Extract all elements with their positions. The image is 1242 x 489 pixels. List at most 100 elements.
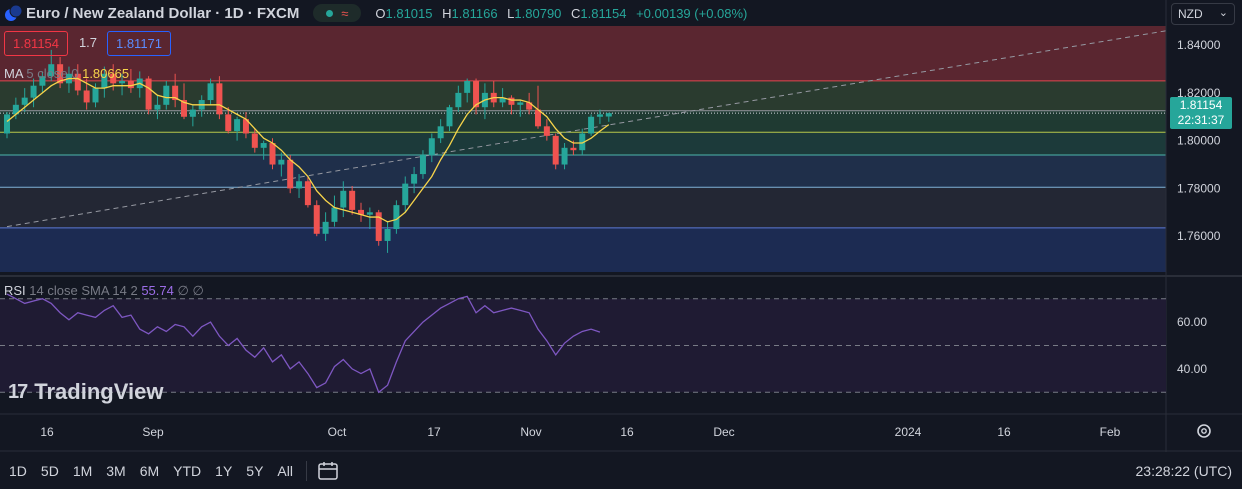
candle: [181, 100, 187, 117]
ohlc-values: O1.81015 H1.81166 L1.80790 C1.81154 +0.0…: [375, 6, 753, 21]
symbol-title[interactable]: Euro / New Zealand Dollar · 1D · FXCM: [26, 4, 300, 22]
candle: [163, 85, 170, 105]
tradingview-logo[interactable]: 17 TradingView: [8, 379, 163, 405]
candle: [358, 209, 364, 215]
rsi-tick-label-1: 40.00: [1177, 362, 1207, 376]
bottom-toolbar: 1D 5D 1M 3M 6M YTD 1Y 5Y All 23:28:22 (U…: [0, 452, 1242, 489]
rsi-legend[interactable]: RSI 14 close SMA 14 2 55.74 ∅ ∅: [4, 283, 204, 299]
candle: [127, 80, 134, 89]
candle: [313, 205, 320, 234]
timeframe-1d[interactable]: 1D: [9, 462, 27, 479]
rsi-params: 14 close SMA 14 2: [29, 283, 138, 298]
time-tick-label-4: Nov: [520, 425, 541, 439]
high-value: 1.81166: [451, 5, 498, 21]
timeframe-all[interactable]: All: [277, 462, 293, 479]
candle: [304, 181, 311, 206]
market-status-badge[interactable]: ≈: [313, 4, 362, 22]
fib-zone-5: [0, 187, 1166, 228]
rsi-extra-1: ∅: [177, 283, 189, 298]
candle: [110, 73, 117, 84]
rsi-value: 55.74: [141, 283, 174, 298]
candle: [296, 181, 303, 189]
market-open-dot-icon: [326, 9, 334, 17]
rsi-band-fill: [0, 298, 1166, 393]
candle: [30, 85, 37, 98]
candle: [216, 83, 223, 115]
price-tick-label-3: 1.78000: [1177, 181, 1221, 195]
candle: [375, 212, 382, 241]
timeframe-3m[interactable]: 3M: [106, 462, 126, 479]
candle: [74, 73, 81, 91]
rsi-line: [6, 293, 601, 394]
close-label: C: [571, 5, 581, 21]
candle: [145, 78, 152, 110]
candle: [154, 104, 161, 110]
candle: [508, 97, 515, 105]
candle: [83, 90, 90, 103]
date-range-icon[interactable]: [317, 461, 339, 481]
candle: [101, 73, 108, 89]
timeframe-5y[interactable]: 5Y: [246, 462, 264, 479]
rsi-name: RSI: [4, 283, 26, 298]
currency-select[interactable]: NZD ⌄: [1171, 3, 1235, 25]
clock-utc[interactable]: 23:28:22 (UTC): [1135, 462, 1232, 479]
candle: [579, 133, 586, 151]
price-tick-label-2: 1.80000: [1177, 134, 1221, 148]
candle: [242, 119, 249, 134]
time-tick-label-5: 16: [620, 425, 634, 439]
candle: [278, 159, 285, 165]
low-value: 1.80790: [514, 5, 562, 21]
rsi-tick-label-0: 60.00: [1177, 315, 1207, 329]
candle: [455, 92, 462, 108]
candle: [393, 205, 400, 230]
spread-value: 1.7: [78, 35, 98, 50]
trendline: [6, 30, 1167, 228]
time-tick-label-9: Feb: [1100, 425, 1121, 439]
candle: [207, 83, 214, 101]
timeframe-1m[interactable]: 1M: [72, 462, 93, 479]
buy-price-button[interactable]: 1.81171: [107, 31, 171, 56]
bar-countdown: 22:31:37: [1177, 113, 1225, 127]
time-tick-label-2: Oct: [328, 425, 347, 439]
timeframe-5d[interactable]: 5D: [40, 462, 59, 479]
time-tick-label-7: 2024: [895, 425, 922, 439]
fib-zone-0: [0, 26, 1166, 81]
candle: [172, 85, 179, 101]
candle: [48, 64, 55, 77]
ma-value: 1.80665: [82, 66, 130, 81]
candle: [119, 80, 126, 84]
candle: [543, 126, 550, 136]
candle: [331, 207, 338, 222]
currency-select-value: NZD: [1178, 7, 1203, 21]
candle: [437, 126, 444, 139]
candle: [561, 147, 568, 165]
candle: [464, 80, 471, 93]
fib-zone-2: [0, 110, 1166, 133]
toolbar-divider: [305, 460, 307, 481]
price-tick-label-0: 1.84000: [1177, 38, 1221, 52]
fib-zone-4: [0, 154, 1166, 188]
time-tick-label-6: Dec: [713, 425, 734, 439]
chevron-down-icon: ⌄: [1218, 7, 1228, 19]
candle: [419, 154, 426, 175]
wave-icon: ≈: [341, 5, 349, 21]
timeframe-6m[interactable]: 6M: [139, 462, 160, 479]
price-tick-label-4: 1.76000: [1177, 229, 1221, 243]
timeframe-ytd[interactable]: YTD: [173, 462, 202, 479]
gear-icon[interactable]: [1193, 421, 1215, 441]
candle: [596, 114, 603, 117]
candle: [446, 107, 453, 127]
candle: [384, 229, 391, 241]
high-label: H: [442, 5, 452, 21]
ma-legend[interactable]: MA 5 close 0 1.80665: [4, 66, 129, 81]
candle: [349, 190, 356, 210]
candle: [4, 114, 10, 134]
timeframe-1y[interactable]: 1Y: [215, 462, 233, 479]
candle: [517, 102, 524, 105]
sell-price-button[interactable]: 1.81154: [4, 31, 68, 56]
candle: [473, 80, 480, 108]
last-price-value: 1.81154: [1179, 98, 1223, 112]
candle: [570, 147, 577, 151]
currency-flag-icon: [5, 4, 22, 21]
